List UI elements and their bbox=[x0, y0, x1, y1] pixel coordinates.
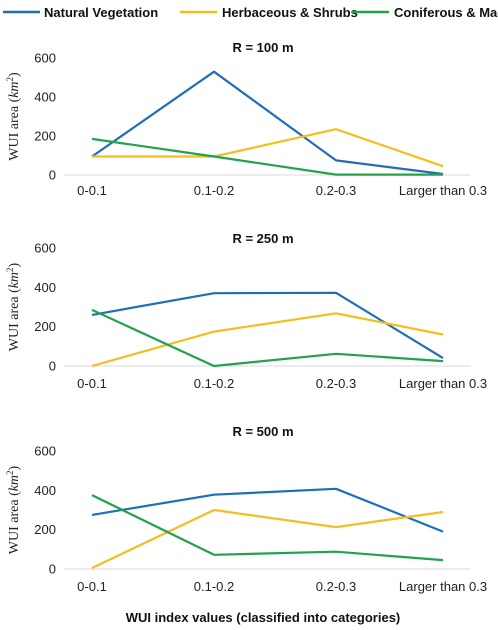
legend-label: Natural Vegetation bbox=[44, 5, 158, 20]
panel-title: R = 500 m bbox=[232, 424, 293, 439]
y-tick-label: 200 bbox=[34, 319, 56, 334]
y-axis-label-text: WUI area ( bbox=[7, 97, 22, 160]
y-tick-label: 0 bbox=[49, 168, 56, 183]
series-line-natural-vegetation bbox=[91, 70, 444, 176]
y-tick-label: 600 bbox=[34, 444, 56, 459]
y-axis-label-text: WUI area ( bbox=[7, 288, 22, 351]
y-axis-label-close: ) bbox=[7, 465, 22, 470]
legend-item: Herbaceous & Shrubs bbox=[180, 5, 358, 20]
x-tick-label: Larger than 0.3 bbox=[399, 376, 487, 391]
series-line-natural-vegetation bbox=[91, 487, 444, 533]
y-tick-label: 400 bbox=[34, 90, 56, 105]
y-axis-label-unit: km bbox=[7, 81, 22, 97]
y-axis-label: WUI area (km2) bbox=[5, 262, 22, 351]
series-line-coniferous-maquis bbox=[91, 494, 444, 562]
x-tick-label: Larger than 0.3 bbox=[399, 183, 487, 198]
x-tick-label: 0.2-0.3 bbox=[316, 579, 356, 594]
x-tick-label: 0-0.1 bbox=[77, 579, 107, 594]
y-axis-label-exponent: 2 bbox=[5, 267, 15, 272]
panel-title: R = 250 m bbox=[232, 231, 293, 246]
y-axis-label-unit: km bbox=[7, 272, 22, 288]
series-line-herbaceous-shrubs bbox=[91, 508, 444, 569]
legend-label: Coniferous & Maquis bbox=[394, 5, 498, 20]
x-tick-label: 0-0.1 bbox=[77, 183, 107, 198]
y-tick-label: 200 bbox=[34, 522, 56, 537]
x-tick-label: 0.2-0.3 bbox=[316, 376, 356, 391]
series-line-herbaceous-shrubs bbox=[91, 312, 444, 368]
y-axis-label-close: ) bbox=[7, 72, 22, 77]
y-tick-label: 600 bbox=[34, 241, 56, 256]
panel-title: R = 100 m bbox=[232, 40, 293, 55]
x-tick-label: 0.1-0.2 bbox=[194, 579, 234, 594]
y-tick-label: 400 bbox=[34, 483, 56, 498]
y-tick-label: 400 bbox=[34, 280, 56, 295]
x-tick-label: 0.1-0.2 bbox=[194, 183, 234, 198]
y-axis-label-exponent: 2 bbox=[5, 470, 15, 475]
series-line-coniferous-maquis bbox=[91, 137, 443, 176]
chart-panel: R = 100 m 0 200 400 600 0-0.1 0.1-0.2 0.2-0.3 La… bbox=[5, 40, 487, 198]
y-tick-label: 0 bbox=[49, 359, 56, 374]
y-axis-label-exponent: 2 bbox=[5, 77, 15, 82]
series-line-herbaceous-shrubs bbox=[92, 128, 444, 168]
legend-item: Natural Vegetation bbox=[3, 5, 158, 20]
x-tick-label: 0-0.1 bbox=[77, 376, 107, 391]
y-axis-label: WUI area (km2) bbox=[5, 465, 22, 554]
x-tick-label: 0.1-0.2 bbox=[194, 376, 234, 391]
chart-panel: R = 500 m 0 200 400 600 0-0.1 0.1-0.2 0.2-0.3 La… bbox=[5, 424, 487, 594]
y-axis-label-close: ) bbox=[7, 262, 22, 267]
legend: Natural Vegetation Herbaceous & Shrubs Con… bbox=[3, 5, 498, 20]
x-tick-label: 0.2-0.3 bbox=[316, 183, 356, 198]
y-tick-label: 600 bbox=[34, 51, 56, 66]
chart-panel: R = 250 m 0 200 400 600 0-0.1 0.1-0.2 0.2-0.3 La… bbox=[5, 231, 487, 391]
series-line-natural-vegetation bbox=[91, 291, 444, 360]
series-line-coniferous-maquis bbox=[91, 308, 444, 368]
y-axis-label-text: WUI area ( bbox=[7, 491, 22, 554]
y-tick-label: 200 bbox=[34, 129, 56, 144]
x-tick-label: Larger than 0.3 bbox=[399, 579, 487, 594]
legend-item: Coniferous & Maquis bbox=[352, 5, 498, 20]
y-tick-label: 0 bbox=[49, 562, 56, 577]
y-axis-label-unit: km bbox=[7, 475, 22, 491]
legend-label: Herbaceous & Shrubs bbox=[222, 5, 358, 20]
x-axis-label: WUI index values (classified into catego… bbox=[126, 610, 401, 625]
y-axis-label: WUI area (km2) bbox=[5, 72, 22, 161]
